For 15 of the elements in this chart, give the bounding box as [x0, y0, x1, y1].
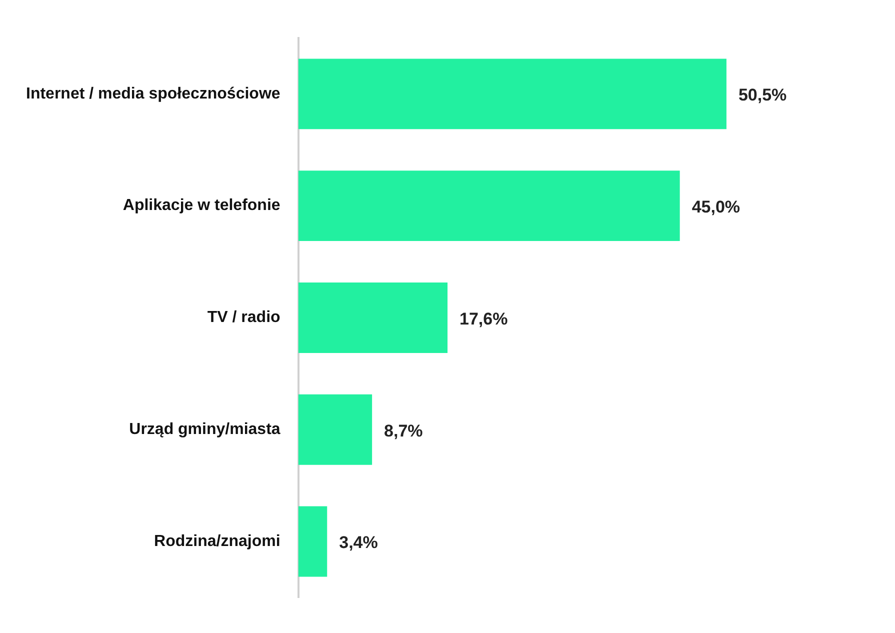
y-tick-label: TV / radio — [207, 309, 281, 326]
y-tick-label: Rodzina/znajomi — [154, 532, 280, 550]
y-tick-label: Internet / media społecznościowe — [26, 85, 280, 102]
y-tick-label: Aplikacje w telefonie — [122, 197, 280, 214]
bar — [298, 282, 448, 353]
data-label: 3,4% — [339, 533, 378, 552]
bar — [298, 58, 726, 130]
data-label: 45,0% — [692, 198, 740, 217]
data-label: 17,6% — [460, 309, 508, 328]
data-label: 8,7% — [384, 421, 423, 440]
data-label: 50,5% — [738, 86, 787, 105]
bar — [298, 506, 328, 577]
y-tick-label: Urząd gminy/miasta — [129, 420, 280, 438]
bar — [298, 394, 372, 465]
bar — [298, 170, 680, 242]
